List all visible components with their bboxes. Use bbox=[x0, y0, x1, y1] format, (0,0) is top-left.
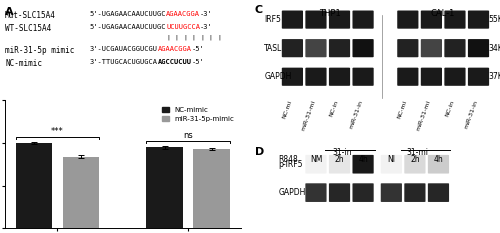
Text: NC-in: NC-in bbox=[329, 99, 340, 117]
FancyBboxPatch shape bbox=[306, 39, 326, 57]
FancyBboxPatch shape bbox=[421, 10, 442, 29]
FancyBboxPatch shape bbox=[329, 10, 350, 29]
Text: Mut-SLC15A4: Mut-SLC15A4 bbox=[5, 11, 56, 20]
Text: 31-mi: 31-mi bbox=[406, 148, 428, 157]
Text: 2h: 2h bbox=[410, 155, 420, 164]
FancyBboxPatch shape bbox=[468, 10, 489, 29]
FancyBboxPatch shape bbox=[468, 68, 489, 86]
Bar bbox=[16, 143, 52, 228]
Text: miR-31-mi: miR-31-mi bbox=[416, 99, 432, 131]
Text: -3': -3' bbox=[200, 24, 213, 30]
Text: A: A bbox=[5, 7, 14, 17]
Text: NC-mi: NC-mi bbox=[396, 99, 408, 119]
FancyBboxPatch shape bbox=[306, 183, 326, 202]
FancyBboxPatch shape bbox=[428, 183, 449, 202]
Text: miR-31-in: miR-31-in bbox=[464, 99, 478, 129]
FancyBboxPatch shape bbox=[352, 10, 374, 29]
FancyBboxPatch shape bbox=[329, 39, 350, 57]
Text: -5': -5' bbox=[192, 59, 204, 65]
FancyBboxPatch shape bbox=[397, 10, 418, 29]
Text: ***: *** bbox=[51, 127, 64, 136]
FancyBboxPatch shape bbox=[428, 155, 449, 174]
FancyBboxPatch shape bbox=[404, 183, 425, 202]
FancyBboxPatch shape bbox=[306, 155, 326, 174]
FancyBboxPatch shape bbox=[329, 68, 350, 86]
Text: |: | bbox=[217, 34, 221, 40]
Text: 31-in: 31-in bbox=[332, 148, 351, 157]
Text: UCUUGCCA: UCUUGCCA bbox=[166, 24, 200, 30]
Text: NC-mi: NC-mi bbox=[281, 99, 292, 119]
Text: 3'-UCGAUACGGUCGU: 3'-UCGAUACGGUCGU bbox=[90, 46, 158, 52]
Text: miR-31-in: miR-31-in bbox=[348, 99, 363, 129]
Text: 4h: 4h bbox=[358, 155, 368, 164]
FancyBboxPatch shape bbox=[352, 68, 374, 86]
Text: C: C bbox=[254, 5, 263, 15]
Bar bbox=[146, 147, 183, 228]
Text: R848: R848 bbox=[278, 155, 298, 164]
FancyBboxPatch shape bbox=[397, 68, 418, 86]
Legend: NC-mimic, miR-31-5p-mimic: NC-mimic, miR-31-5p-mimic bbox=[159, 104, 237, 125]
FancyBboxPatch shape bbox=[282, 39, 303, 57]
Text: NI: NI bbox=[388, 155, 396, 164]
Text: NC-in: NC-in bbox=[444, 99, 455, 117]
Text: TASL: TASL bbox=[264, 44, 282, 53]
Text: IRF5: IRF5 bbox=[264, 15, 281, 24]
Text: 5'-UGAGAACAAUCUUGC: 5'-UGAGAACAAUCUUGC bbox=[90, 11, 166, 17]
Text: WT-SLC15A4: WT-SLC15A4 bbox=[5, 24, 52, 33]
Text: NC-mimic: NC-mimic bbox=[5, 59, 42, 68]
Bar bbox=[62, 157, 100, 228]
FancyBboxPatch shape bbox=[306, 68, 326, 86]
FancyBboxPatch shape bbox=[282, 10, 303, 29]
Text: 55KD: 55KD bbox=[488, 15, 500, 24]
FancyBboxPatch shape bbox=[421, 68, 442, 86]
Text: |: | bbox=[208, 34, 212, 40]
Text: THP1: THP1 bbox=[319, 9, 341, 17]
Text: 3'-TTUGCACUGUGCA: 3'-TTUGCACUGUGCA bbox=[90, 59, 158, 65]
FancyBboxPatch shape bbox=[352, 39, 374, 57]
FancyBboxPatch shape bbox=[421, 39, 442, 57]
Text: 2h: 2h bbox=[334, 155, 344, 164]
Text: CAL-1: CAL-1 bbox=[431, 9, 456, 17]
FancyBboxPatch shape bbox=[282, 68, 303, 86]
FancyBboxPatch shape bbox=[329, 155, 350, 174]
Text: |: | bbox=[166, 34, 170, 40]
Text: miR-31-5p mimic: miR-31-5p mimic bbox=[5, 46, 74, 55]
FancyBboxPatch shape bbox=[306, 10, 326, 29]
Bar bbox=[194, 149, 230, 228]
Text: |: | bbox=[183, 34, 187, 40]
Text: AGAACGGA: AGAACGGA bbox=[166, 11, 200, 17]
Text: AGCCUCUU: AGCCUCUU bbox=[158, 59, 192, 65]
Text: p-IRF5: p-IRF5 bbox=[278, 160, 303, 169]
Text: GAPDH: GAPDH bbox=[278, 188, 305, 197]
FancyBboxPatch shape bbox=[352, 183, 374, 202]
Text: D: D bbox=[254, 147, 264, 157]
FancyBboxPatch shape bbox=[468, 39, 489, 57]
Text: |: | bbox=[192, 34, 196, 40]
Text: ns: ns bbox=[183, 131, 193, 140]
Text: |: | bbox=[200, 34, 204, 40]
Text: |: | bbox=[174, 34, 178, 40]
FancyBboxPatch shape bbox=[329, 183, 350, 202]
FancyBboxPatch shape bbox=[444, 39, 466, 57]
Text: 5'-UGAGAACAAUCUUGC: 5'-UGAGAACAAUCUUGC bbox=[90, 24, 166, 30]
Text: GAPDH: GAPDH bbox=[264, 72, 291, 81]
Text: 37KD: 37KD bbox=[488, 72, 500, 81]
FancyBboxPatch shape bbox=[352, 155, 374, 174]
FancyBboxPatch shape bbox=[397, 39, 418, 57]
FancyBboxPatch shape bbox=[404, 155, 425, 174]
FancyBboxPatch shape bbox=[380, 155, 402, 174]
FancyBboxPatch shape bbox=[380, 183, 402, 202]
Text: 4h: 4h bbox=[434, 155, 444, 164]
FancyBboxPatch shape bbox=[444, 10, 466, 29]
Text: -3': -3' bbox=[200, 11, 213, 17]
Text: miR-31-mi: miR-31-mi bbox=[300, 99, 316, 131]
FancyBboxPatch shape bbox=[444, 68, 466, 86]
Text: -5': -5' bbox=[192, 46, 204, 52]
Text: 34KD: 34KD bbox=[488, 44, 500, 53]
Text: AGAACGGA: AGAACGGA bbox=[158, 46, 192, 52]
Text: NM: NM bbox=[310, 155, 322, 164]
